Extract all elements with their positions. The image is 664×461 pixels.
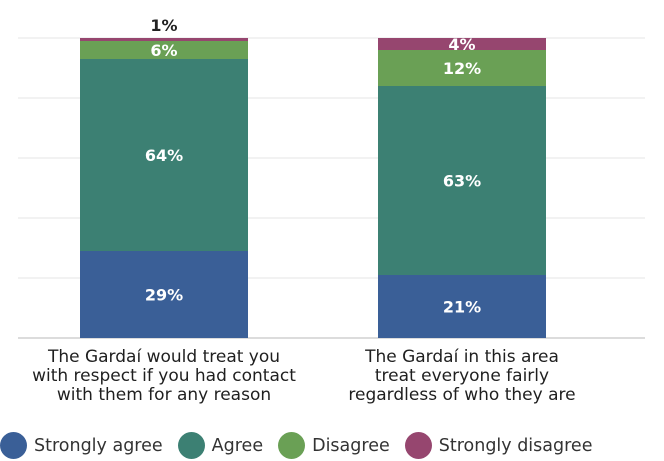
bar-agree-0 xyxy=(80,59,248,251)
data-labels: 29% 64% 6% 1% 21% 63% 12% 4% xyxy=(145,16,481,317)
bar-strongly-agree-0 xyxy=(80,251,248,338)
legend-swatch-strongly-agree xyxy=(0,432,27,459)
category-label-respect: The Gardaí would treat you with respect … xyxy=(32,347,296,405)
legend-swatch-strongly-disagree xyxy=(404,432,432,459)
bar-disagree-1 xyxy=(378,50,546,86)
legend-item-strongly-disagree: Strongly disagree xyxy=(404,432,593,459)
data-label-disagree-0: 6% xyxy=(150,41,177,60)
bar-strongly-disagree-0 xyxy=(80,38,248,41)
legend-swatch-agree xyxy=(177,432,205,459)
data-label-strongly-disagree-0: 1% xyxy=(150,16,177,35)
data-label-agree-1: 63% xyxy=(443,172,481,191)
legend-item-strongly-agree: Strongly agree xyxy=(0,432,163,459)
legend-label-disagree: Disagree xyxy=(312,435,390,456)
stacked-bar-chart: 29% 64% 6% 1% 21% 63% 12% 4% xyxy=(18,16,645,339)
category-label-fairly: The Gardaí in this area treat everyone f… xyxy=(348,347,576,405)
legend-item-agree: Agree xyxy=(177,432,264,459)
bar-agree-1 xyxy=(378,86,546,275)
data-label-agree-0: 64% xyxy=(145,146,183,165)
legend-label-agree: Agree xyxy=(211,435,264,456)
data-label-strongly-disagree-1: 4% xyxy=(448,35,475,54)
bar-strongly-agree-1 xyxy=(378,275,546,338)
bar-group xyxy=(80,38,546,338)
legend: Strongly agree Agree Disagree Strongly d… xyxy=(0,430,607,461)
data-label-disagree-1: 12% xyxy=(443,59,481,78)
legend-label-strongly-disagree: Strongly disagree xyxy=(438,435,593,456)
data-label-strongly-agree-1: 21% xyxy=(443,298,481,317)
legend-item-disagree: Disagree xyxy=(278,432,390,459)
bar-strongly-disagree-1 xyxy=(378,38,546,50)
legend-label-strongly-agree: Strongly agree xyxy=(34,435,163,456)
legend-swatch-disagree xyxy=(278,432,306,459)
bar-disagree-0 xyxy=(80,41,248,59)
data-label-strongly-agree-0: 29% xyxy=(145,286,183,305)
